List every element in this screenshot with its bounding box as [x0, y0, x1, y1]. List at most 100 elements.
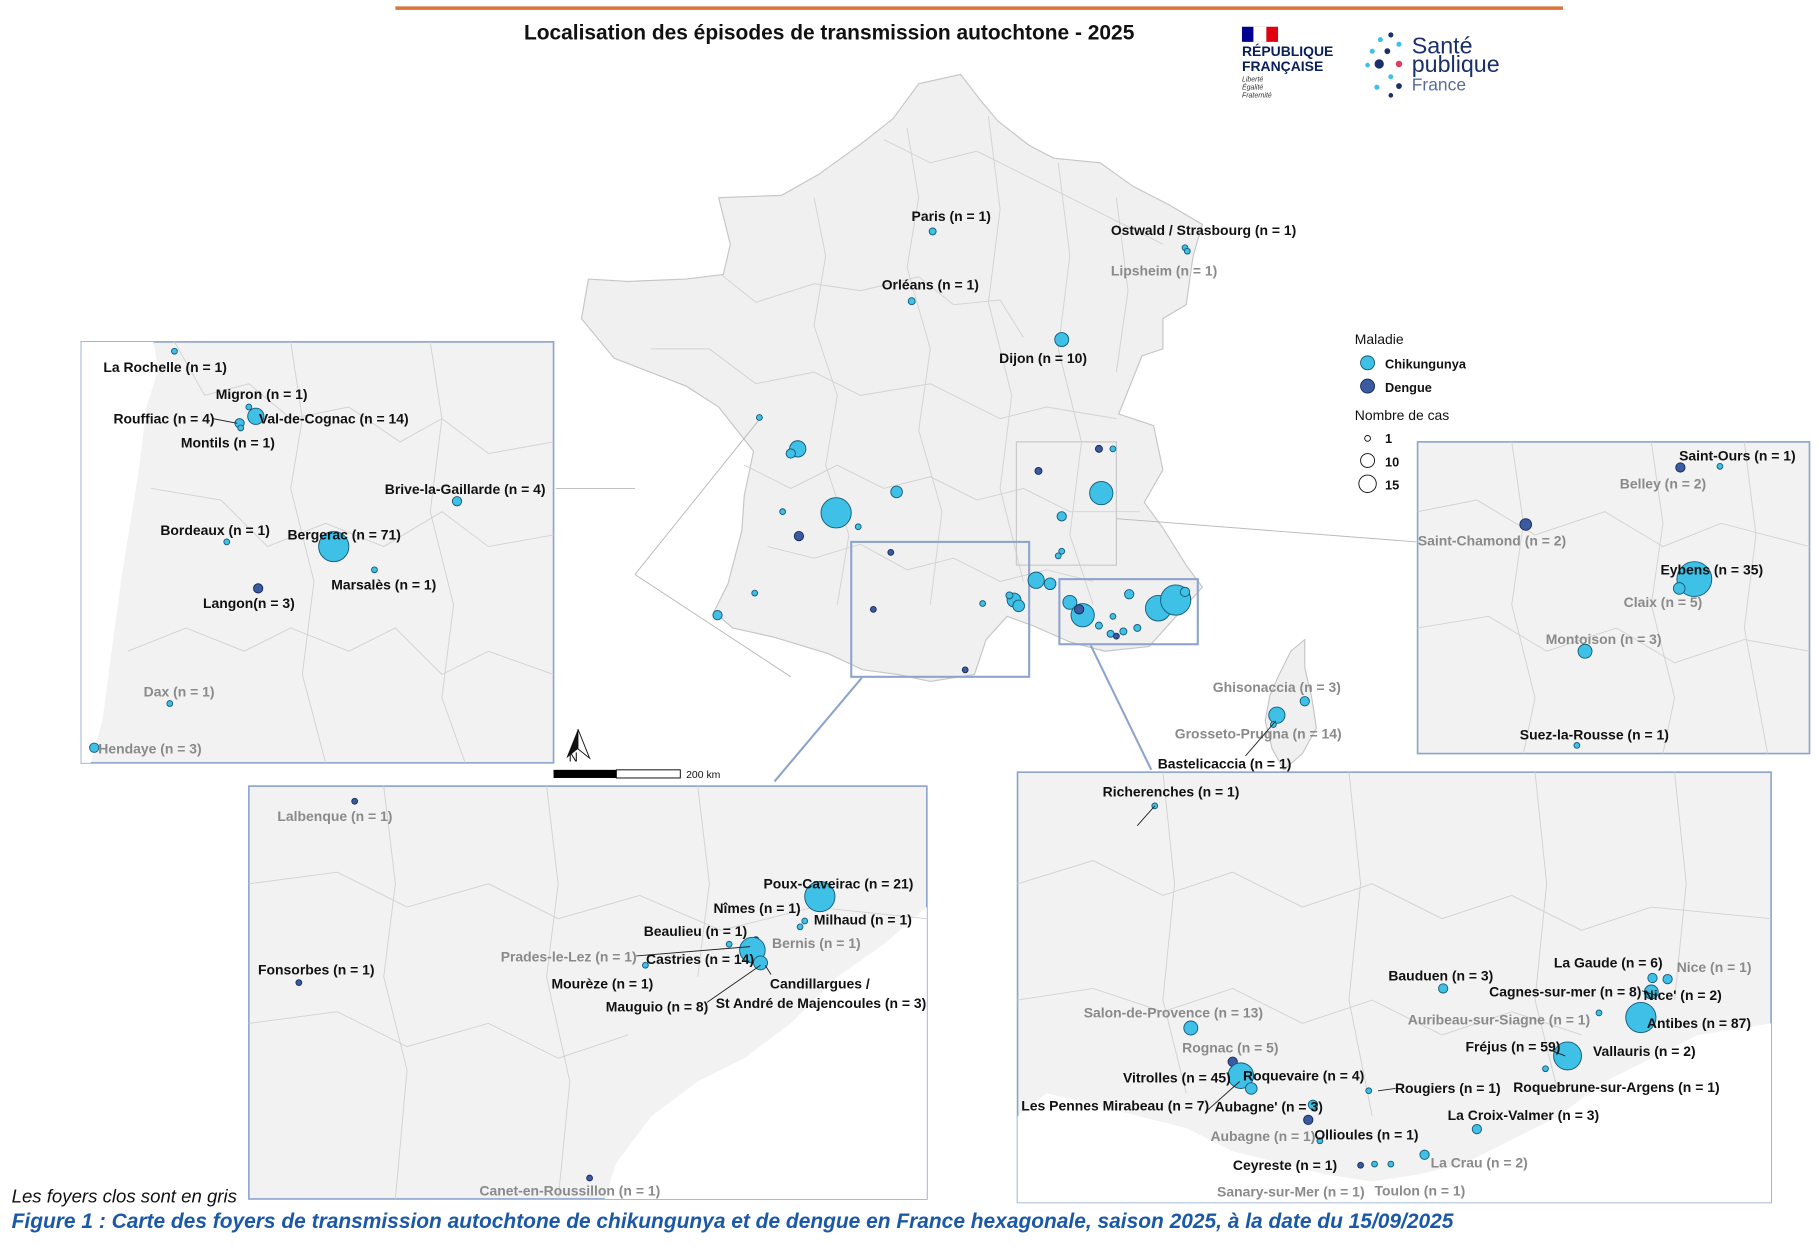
svg-text:Égalité: Égalité: [1242, 83, 1263, 92]
svg-text:Val-de-Cognac (n = 14): Val-de-Cognac (n = 14): [259, 410, 409, 426]
svg-text:Lalbenque (n = 1): Lalbenque (n = 1): [277, 808, 392, 824]
svg-text:Vitrolles (n = 45): Vitrolles (n = 45): [1123, 1070, 1231, 1086]
svg-text:Nice' (n = 2): Nice' (n = 2): [1644, 987, 1722, 1003]
svg-text:Toulon (n = 1): Toulon (n = 1): [1375, 1182, 1466, 1198]
svg-text:La Croix-Valmer (n = 3): La Croix-Valmer (n = 3): [1448, 1107, 1599, 1123]
svg-text:Fréjus (n = 59): Fréjus (n = 59): [1465, 1038, 1560, 1054]
svg-text:200 km: 200 km: [686, 770, 721, 781]
label-ghisonaccia: Ghisonaccia (n = 3): [1213, 679, 1341, 695]
svg-text:Beaulieu (n = 1): Beaulieu (n = 1): [644, 923, 747, 939]
svg-text:Richerenches (n = 1): Richerenches (n = 1): [1103, 784, 1240, 800]
france-main-map: [580, 73, 1318, 771]
svg-text:Milhaud (n = 1): Milhaud (n = 1): [814, 912, 912, 928]
svg-text:Aubagne (n = 1): Aubagne (n = 1): [1210, 1128, 1315, 1144]
svg-text:Montils (n = 1): Montils (n = 1): [181, 435, 275, 451]
svg-text:Roquevaire (n = 4): Roquevaire (n = 4): [1243, 1067, 1364, 1083]
label-dijon: Dijon (n = 10): [999, 350, 1087, 366]
svg-text:Nice (n = 1): Nice (n = 1): [1677, 959, 1752, 975]
svg-text:Dengue: Dengue: [1385, 380, 1432, 395]
paca-source-box: [1058, 578, 1199, 646]
svg-text:Fraternité: Fraternité: [1242, 93, 1272, 100]
inset-paca: Richerenches (n = 1) La Gaude (n = 6) Ni…: [1016, 771, 1772, 1204]
map-title: Localisation des épisodes de transmissio…: [524, 22, 1135, 45]
svg-text:Saint-Chamond (n = 2): Saint-Chamond (n = 2): [1418, 532, 1566, 548]
label-orleans: Orléans (n = 1): [882, 277, 979, 293]
svg-text:Suez-la-Rousse (n = 1): Suez-la-Rousse (n = 1): [1520, 727, 1669, 743]
main-map-points: [712, 227, 1310, 728]
svg-text:Bauduen (n = 3): Bauduen (n = 3): [1388, 967, 1493, 983]
svg-text:RÉPUBLIQUE: RÉPUBLIQUE: [1242, 43, 1333, 59]
svg-text:Chikungunya: Chikungunya: [1385, 357, 1467, 372]
svg-text:Poux-Caveirac (n = 21): Poux-Caveirac (n = 21): [764, 875, 914, 891]
svg-text:Hendaye (n = 3): Hendaye (n = 3): [98, 741, 201, 757]
footnote: Les foyers clos sont en gris: [12, 1185, 237, 1206]
svg-text:Liberté: Liberté: [1242, 76, 1263, 83]
svg-text:Langon(n = 3): Langon(n = 3): [203, 595, 295, 611]
svg-text:Ceyreste (n = 1): Ceyreste (n = 1): [1233, 1157, 1337, 1173]
label-ostwald: Ostwald / Strasbourg (n = 1): [1111, 222, 1296, 238]
svg-text:Aubagne' (n = 3): Aubagne' (n = 3): [1215, 1099, 1323, 1115]
svg-text:La Gaude (n = 6): La Gaude (n = 6): [1554, 955, 1663, 971]
svg-text:La Crau (n = 2): La Crau (n = 2): [1431, 1155, 1528, 1171]
svg-text:Mauguio (n = 8): Mauguio (n = 8): [606, 999, 709, 1015]
svg-text:Cagnes-sur-mer (n = 8): Cagnes-sur-mer (n = 8): [1489, 984, 1641, 1000]
svg-text:Bergerac (n = 71): Bergerac (n = 71): [287, 527, 401, 543]
svg-text:Marsalès (n = 1): Marsalès (n = 1): [331, 577, 436, 593]
inset-occitanie: Lalbenque (n = 1) Poux-Caveirac (n = 21)…: [248, 785, 928, 1200]
svg-text:Dax (n = 1): Dax (n = 1): [144, 684, 215, 700]
ra-source-box: [1015, 441, 1117, 566]
svg-text:Prades-le-Lez (n = 1): Prades-le-Lez (n = 1): [501, 949, 637, 965]
label-grosseto: Grosseto-Prugna (n = 14): [1175, 725, 1342, 741]
svg-text:N: N: [569, 750, 578, 765]
legend: Maladie Chikungunya Dengue Nombre de cas…: [1355, 331, 1467, 493]
svg-text:Ollioules (n = 1): Ollioules (n = 1): [1314, 1127, 1418, 1143]
svg-text:Auribeau-sur-Siagne (n = 1): Auribeau-sur-Siagne (n = 1): [1408, 1012, 1590, 1028]
north-arrow-icon: N: [566, 728, 591, 765]
svg-text:Mourèze (n = 1): Mourèze (n = 1): [551, 975, 653, 991]
legend-chikungunya-swatch: [1360, 355, 1376, 371]
svg-text:Rouffiac (n = 4): Rouffiac (n = 4): [113, 410, 214, 426]
occ-source-box: [850, 540, 1031, 678]
svg-text:Castries (n = 14): Castries (n = 14): [646, 951, 754, 967]
svg-text:Antibes (n = 87): Antibes (n = 87): [1647, 1015, 1751, 1031]
svg-text:Salon-de-Provence (n = 13): Salon-de-Provence (n = 13): [1084, 1005, 1263, 1021]
svg-text:La Rochelle (n = 1): La Rochelle (n = 1): [103, 359, 227, 375]
svg-text:Bernis (n = 1): Bernis (n = 1): [772, 935, 861, 951]
svg-text:Saint-Ours (n = 1): Saint-Ours (n = 1): [1679, 448, 1796, 464]
svg-text:1: 1: [1385, 431, 1392, 446]
svg-text:Candillargues /: Candillargues /: [770, 975, 870, 991]
svg-text:Canet-en-Roussillon (n = 1): Canet-en-Roussillon (n = 1): [479, 1182, 660, 1198]
label-paris: Paris (n = 1): [912, 208, 991, 224]
svg-text:publique: publique: [1412, 51, 1500, 77]
figure-caption: Figure 1 : Carte des foyers de transmiss…: [12, 1210, 1454, 1233]
svg-text:Santé: Santé: [1412, 32, 1473, 58]
svg-text:Vallauris (n = 2): Vallauris (n = 2): [1593, 1043, 1696, 1059]
svg-text:Claix (n = 5): Claix (n = 5): [1624, 594, 1703, 610]
svg-text:Nombre de cas: Nombre de cas: [1355, 407, 1450, 423]
svg-text:10: 10: [1385, 454, 1399, 469]
svg-text:15: 15: [1385, 478, 1399, 493]
label-lipsheim: Lipsheim (n = 1): [1111, 263, 1218, 279]
legend-dengue-swatch: [1360, 378, 1376, 394]
scale-bar: 200 km: [553, 769, 721, 781]
svg-text:Belley (n = 2): Belley (n = 2): [1620, 475, 1706, 491]
republique-francaise-logo: RÉPUBLIQUE FRANÇAISE Liberté Égalité Fra…: [1241, 26, 1333, 100]
svg-text:St André de Majencoules (n = 3: St André de Majencoules (n = 3): [716, 995, 927, 1011]
svg-text:Les Pennes Mirabeau (n = 7): Les Pennes Mirabeau (n = 7): [1021, 1098, 1209, 1114]
svg-text:France: France: [1412, 75, 1466, 95]
svg-text:Rognac (n = 5): Rognac (n = 5): [1182, 1039, 1278, 1055]
svg-text:Nîmes (n = 1): Nîmes (n = 1): [713, 900, 800, 916]
svg-text:Eybens (n = 35): Eybens (n = 35): [1660, 561, 1763, 577]
svg-text:Rougiers (n = 1): Rougiers (n = 1): [1395, 1080, 1501, 1096]
inset-nouvelle-aquitaine: La Rochelle (n = 1) Migron (n = 1) Rouff…: [80, 341, 555, 764]
svg-text:Migron (n = 1): Migron (n = 1): [216, 386, 308, 402]
svg-text:Fonsorbes (n = 1): Fonsorbes (n = 1): [258, 962, 375, 978]
sante-publique-france-logo: Santé publique France: [1365, 32, 1500, 98]
svg-text:Roquebrune-sur-Argens (n = 1): Roquebrune-sur-Argens (n = 1): [1513, 1079, 1719, 1095]
svg-text:Brive-la-Gaillarde (n = 4): Brive-la-Gaillarde (n = 4): [385, 481, 546, 497]
svg-text:Maladie: Maladie: [1355, 331, 1404, 347]
svg-text:Montoison (n = 3): Montoison (n = 3): [1546, 631, 1662, 647]
svg-text:FRANÇAISE: FRANÇAISE: [1242, 58, 1323, 74]
svg-text:Bordeaux (n = 1): Bordeaux (n = 1): [160, 522, 270, 538]
